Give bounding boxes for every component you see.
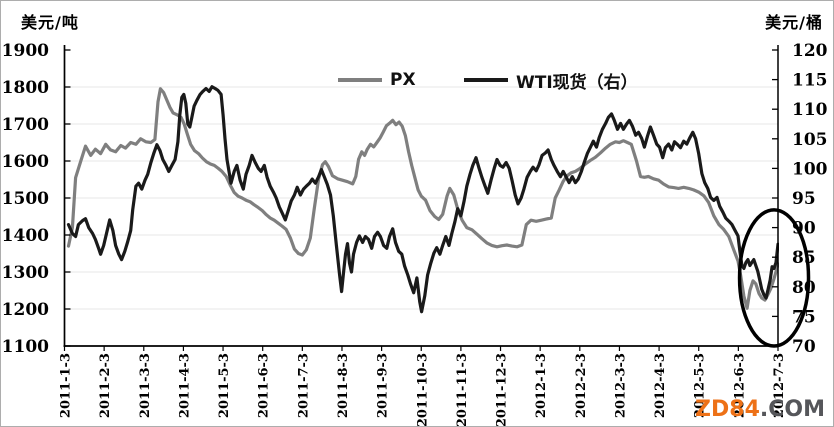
highlight-ellipse [737, 208, 811, 348]
x-axis-tick-label: 2012-6-3 [732, 353, 747, 418]
right-axis-title: 美元/桶 [765, 13, 823, 32]
series-group [66, 85, 779, 314]
left-axis-tick-label: 1100 [2, 337, 49, 357]
right-axis-tick-label: 70 [792, 337, 816, 357]
legend-entry-px: PX [338, 70, 416, 90]
x-axis-tick-label: 2011-1-3 [59, 353, 74, 418]
left-axis-tick-label: 1700 [2, 115, 49, 135]
left-axis-tick-label: 1300 [2, 263, 49, 283]
left-axis-tick-label: 1400 [2, 226, 49, 246]
x-axis-tick-label: 2011-4-3 [177, 353, 192, 418]
left-axis-tick-label: 1900 [2, 41, 49, 61]
x-axis-tick-label: 2012-7-3 [772, 353, 787, 418]
x-axis-tick-label: 2011-3-3 [138, 353, 153, 418]
right-axis-tick-label: 90 [792, 219, 816, 239]
x-axis-tick-label: 2011-8-3 [336, 353, 351, 418]
right-axis-tick-label: 100 [792, 159, 828, 179]
x-axis-tick-label: 2011-5-3 [217, 353, 232, 418]
x-axis-tick-label: 2012-2-3 [574, 353, 589, 418]
left-axis-tick-label: 1600 [2, 152, 49, 172]
legend-entry-wti: WTI现货（右） [464, 70, 638, 93]
px-line-swatch [338, 78, 382, 82]
x-axis-tick-label: 2012-1-3 [534, 353, 549, 418]
right-axis-tick-label: 85 [792, 248, 816, 268]
x-axis-tick-label: 2011-6-3 [257, 353, 272, 418]
px-series-line [66, 87, 779, 310]
x-axis-tick-label: 2011-2-3 [98, 353, 113, 418]
right-axis-tick-label: 80 [792, 278, 816, 298]
x-axis-tick-label: 2012-5-3 [693, 353, 708, 418]
left-axis-tick-label: 1500 [2, 189, 49, 209]
x-axis-tick-label: 2011-9-3 [376, 353, 391, 418]
right-axis-tick-label: 95 [792, 189, 816, 209]
wti-series-line [66, 85, 779, 314]
x-axis-tick-label: 2012-4-3 [653, 353, 668, 418]
watermark: ZD84.COM [695, 397, 825, 422]
wti-line-swatch [464, 78, 508, 82]
right-axis-tick-label: 105 [792, 130, 828, 150]
x-axis-tick-label: 2012-3-3 [613, 353, 628, 418]
right-axis-tick-label: 115 [792, 71, 828, 91]
right-axis-tick-label: 110 [792, 100, 828, 120]
left-axis-tick-label: 1800 [2, 78, 49, 98]
watermark-suffix: .COM [759, 397, 825, 422]
left-axis-tick-label: 1200 [2, 300, 49, 320]
legend-label-px: PX [390, 70, 416, 90]
left-axis-title: 美元/吨 [21, 13, 79, 32]
legend-label-wti: WTI现货（右） [516, 72, 638, 93]
x-axis-tick-label: 2011-10-3 [415, 353, 430, 426]
watermark-brand: ZD84 [695, 397, 760, 422]
x-axis-tick-label: 2011-12-3 [495, 353, 510, 426]
x-axis-tick-label: 2011-11-3 [455, 353, 470, 426]
x-axis-tick-label: 2011-7-3 [296, 353, 311, 418]
right-axis-tick-label: 120 [792, 41, 828, 61]
